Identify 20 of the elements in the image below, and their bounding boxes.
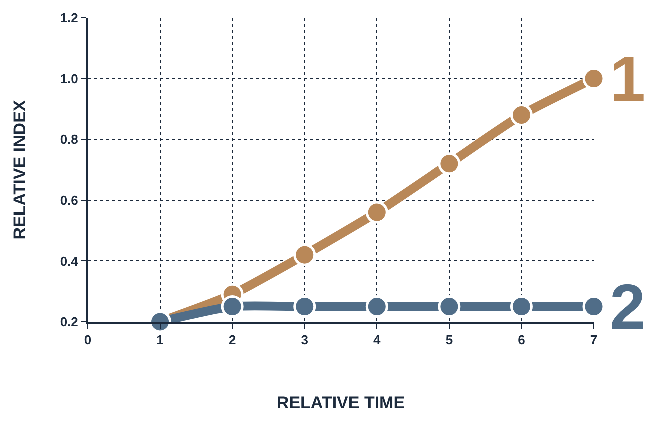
x-axis-title: RELATIVE TIME: [276, 394, 406, 412]
x-tick-label: 1: [156, 332, 164, 348]
x-tick-label: 6: [518, 332, 526, 348]
y-tick-label: 0.6: [60, 192, 78, 208]
series-label: 1: [610, 43, 646, 115]
x-tick-label: 0: [84, 332, 92, 348]
y-tick-label: 1.2: [60, 10, 78, 26]
y-tick-label: 0.2: [60, 314, 78, 330]
point: [366, 201, 388, 224]
y-tick-label: 0.4: [60, 254, 80, 269]
x-tick-label: 5: [446, 332, 454, 348]
point: [438, 152, 461, 176]
y-tick-label: 0.8: [60, 132, 78, 148]
x-tick-label: 7: [590, 332, 598, 348]
y-tick-label: 1.0: [60, 71, 78, 86]
point: [510, 104, 533, 127]
y-axis-title: RELATIVE INDEX: [10, 100, 30, 240]
x-tick-label: 4: [374, 332, 382, 348]
x-tick-label: 3: [301, 332, 308, 348]
x-tick-label: 2: [228, 332, 236, 348]
